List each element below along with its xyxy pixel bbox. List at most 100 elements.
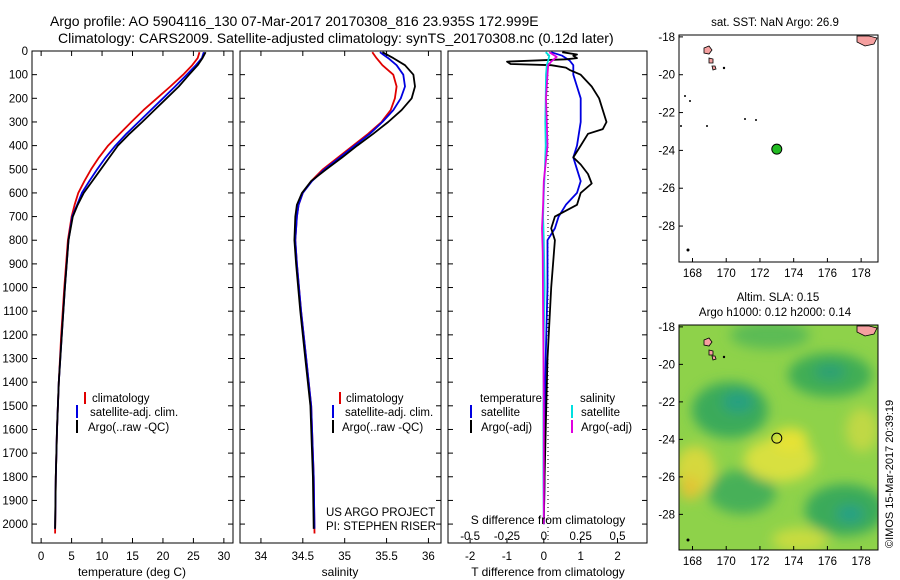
depth-tick-label: 400 [9, 141, 28, 153]
difference-panel: -2 -1 0 1 2 -0.5 -0.25 0 0.25 0.5 T difference f… [447, 50, 648, 579]
series-line-2 [293, 51, 416, 529]
depth-tick-label: 800 [9, 235, 28, 247]
lat-tick-label: -26 [658, 472, 675, 484]
legend-argo-label: Argo(..raw -QC) [342, 422, 423, 434]
lat-tick-label: -20 [658, 359, 675, 371]
depth-tick-label: 100 [9, 70, 28, 82]
principal-investigator: PI: STEPHEN RISER [326, 521, 436, 533]
lat-tick-label: -24 [658, 145, 675, 157]
islet-dot [686, 248, 690, 252]
depth-tick-label: 1700 [2, 448, 28, 460]
lon-tick-label: 170 [717, 556, 736, 568]
x-tick-label: -2 [465, 551, 475, 563]
islet-dot [680, 125, 682, 127]
depth-tick-label: 1600 [2, 424, 28, 436]
salinity-legend: climatology satellite-adj. clim. Argo(..… [332, 392, 433, 434]
lat-tick-label: -22 [658, 108, 675, 120]
depth-tick-label: 2000 [2, 519, 28, 531]
x-tick-label: 0 [38, 551, 44, 563]
islet-dot [684, 95, 686, 97]
s-tick-label: 0.25 [569, 531, 591, 543]
depth-tick-label: 1900 [2, 495, 28, 507]
legend-argo-label: Argo(..raw -QC) [88, 422, 169, 434]
difference-axes-frame [447, 50, 648, 544]
islet-dot [722, 355, 726, 359]
depth-tick-label: 600 [9, 188, 28, 200]
depth-tick-label: 1000 [2, 283, 28, 295]
depth-tick-label: 300 [9, 117, 28, 129]
salinity-axis-label: salinity [322, 565, 359, 579]
legend-sal-satellite-label: satellite [581, 407, 620, 419]
salinity-panel: 34 34.5 35 35.5 36 salinity climatology sate… [239, 50, 442, 579]
difference-series [448, 50, 647, 525]
sla-heatmap [679, 325, 878, 550]
sla-map-longitude-ticks: 168 170 172 174 176 178 [683, 546, 871, 568]
sst-map-panel: sat. SST: NaN Argo: 26.9 168 170 172 174 176… [658, 17, 879, 280]
temperature-axis-label: temperature (deg C) [78, 565, 186, 579]
sla-high-anomaly [772, 528, 828, 550]
sla-map-latitude-ticks: -18 -20 -22 -24 -26 -28 [658, 322, 683, 521]
temperature-series [32, 50, 233, 534]
lat-tick-label: -26 [658, 183, 675, 195]
s-tick-label: 0.5 [610, 531, 626, 543]
depth-tick-label: 1400 [2, 377, 28, 389]
lat-tick-label: -18 [658, 32, 675, 44]
lon-tick-label: 176 [818, 268, 837, 280]
sla-high-anomaly [680, 476, 700, 500]
sla-low-anomaly [708, 470, 776, 514]
s-tick-label: 0 [541, 531, 547, 543]
temperature-axes-frame [31, 50, 234, 544]
depth-tick-labels: 0 100 200 300 400 500 600 700 800 900 1000 1100 1200… [2, 46, 28, 531]
island-shape [708, 349, 714, 356]
series-line-2 [54, 51, 207, 529]
x-tick-label: -1 [502, 551, 512, 563]
lat-tick-label: -28 [658, 509, 675, 521]
island-shape [856, 35, 878, 47]
depth-tick-label: 1300 [2, 354, 28, 366]
depth-tick-label: 1100 [3, 306, 28, 318]
x-tick-label: 2 [614, 551, 620, 563]
legend-satellite-label: satellite-adj. clim. [345, 407, 433, 419]
sla-map-frame [678, 324, 879, 551]
islet-dot [744, 118, 746, 120]
islet-dot [686, 538, 690, 542]
lon-tick-label: 170 [717, 268, 736, 280]
sla-low-anomaly [814, 364, 846, 380]
lat-tick-label: -28 [658, 221, 675, 233]
sla-low-anomaly [730, 325, 810, 349]
island-shape [856, 325, 878, 337]
temperature-legend: climatology satellite-adj. clim. Argo(..… [76, 392, 178, 434]
island-shape [708, 57, 714, 64]
islet-dot [706, 125, 708, 127]
x-tick-label: 20 [157, 551, 170, 563]
depth-tick-label: 1200 [2, 330, 28, 342]
sla-low-anomaly [836, 505, 864, 523]
islet-dot [689, 100, 691, 102]
temperature-tick-labels: 0 5 10 15 20 25 30 [38, 51, 230, 563]
series-line-1 [506, 51, 608, 525]
lon-tick-label: 176 [818, 556, 837, 568]
x-tick-label: 25 [187, 551, 200, 563]
x-tick-label: 10 [96, 551, 109, 563]
legend-satellite-label: satellite-adj. clim. [90, 407, 178, 419]
depth-tick-label: 700 [9, 212, 28, 224]
sla-map-title-line2: Argo h1000: 0.12 h2000: 0.14 [699, 307, 852, 319]
legend-climatology-label: climatology [346, 393, 404, 405]
lat-tick-label: -24 [658, 434, 675, 446]
lon-tick-label: 174 [784, 268, 804, 280]
island-shape [703, 337, 713, 347]
legend-temp-satellite-label: satellite [481, 407, 520, 419]
x-tick-label: 0 [541, 551, 547, 563]
sst-map-longitude-ticks: 168 170 172 174 176 178 [683, 258, 871, 280]
sla-low-anomaly [722, 391, 754, 413]
legend-sal-argo-label: Argo(-adj) [581, 422, 632, 434]
depth-tick-label: 1500 [2, 401, 28, 413]
project-name: US ARGO PROJECT [326, 507, 435, 519]
sla-high-anomaly [772, 428, 808, 452]
x-tick-label: 5 [68, 551, 74, 563]
lat-tick-label: -22 [658, 397, 675, 409]
x-tick-label: 35.5 [375, 551, 397, 563]
series-line-0 [54, 51, 201, 534]
argo-float-marker [771, 143, 783, 155]
